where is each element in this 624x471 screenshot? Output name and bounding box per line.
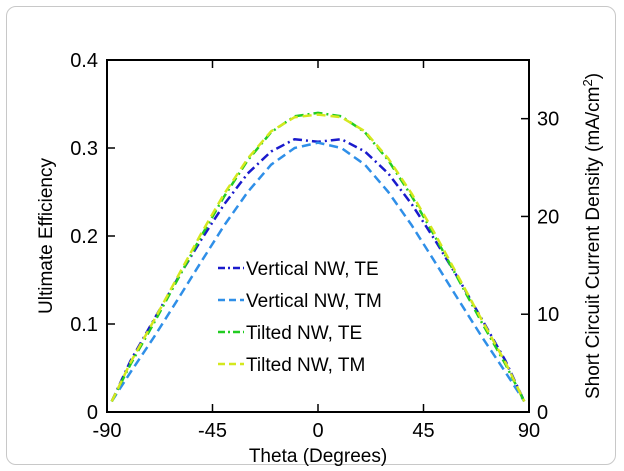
series-line (110, 113, 526, 402)
x-axis-title: Theta (Degrees) (249, 446, 387, 467)
right-y-axis-title-main: Short Circuit Current Density (mA/cm (583, 87, 604, 400)
series-layer (110, 111, 526, 403)
right-y-tick-label: 20 (537, 206, 559, 228)
legend-label: Tilted NW, TE (246, 323, 362, 344)
right-y-tick-label: 0 (537, 402, 548, 424)
legend-label: Tilted NW, TM (246, 355, 365, 376)
x-tick-label: 45 (412, 420, 434, 442)
x-tick-label: 0 (312, 420, 323, 442)
x-tick-label: 90 (518, 420, 540, 442)
x-tick-label: -90 (93, 420, 122, 442)
legend: Vertical NW, TE Vertical NW, TM Tilted NW,… (218, 259, 382, 376)
left-y-tick-label: 0.3 (70, 138, 98, 160)
right-y-axis-title-superscript: 2 (580, 79, 595, 86)
left-y-tick-label: 0 (87, 402, 98, 424)
left-y-axis-title: Ultimate Efficiency (36, 158, 57, 314)
right-y-axis-title: Short Circuit Current Density (mA/cm2) (580, 73, 604, 399)
series-line (110, 141, 526, 403)
left-y-tick-label: 0.2 (70, 226, 98, 248)
left-y-tick-label: 0.1 (70, 314, 98, 336)
right-y-axis-title-suffix: ) (583, 73, 604, 79)
right-y-tick-label: 30 (537, 109, 559, 131)
legend-label: Vertical NW, TE (246, 259, 379, 280)
x-tick-label: -45 (198, 420, 227, 442)
right-y-tick-label: 10 (537, 304, 559, 326)
left-y-tick-label: 0.4 (70, 50, 98, 72)
legend-label: Vertical NW, TM (246, 291, 382, 312)
